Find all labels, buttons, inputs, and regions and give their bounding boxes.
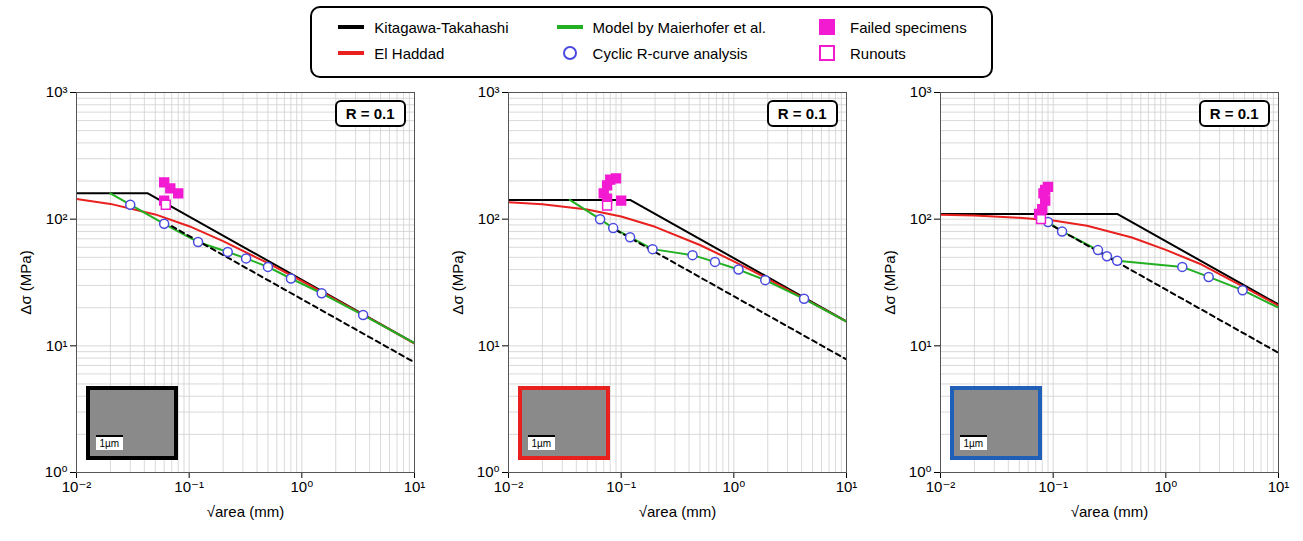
svg-text:10⁻²: 10⁻² xyxy=(493,478,523,495)
svg-text:10⁻²: 10⁻² xyxy=(925,478,955,495)
html-text:Cyclic R-curve analysis: Cyclic R-curve analysis xyxy=(592,44,748,62)
svg-text:10⁰: 10⁰ xyxy=(1154,478,1177,495)
svg-text:10⁰: 10⁰ xyxy=(476,463,499,481)
svg-text:10⁰: 10⁰ xyxy=(290,478,313,495)
html-text:R = 0.1: R = 0.1 xyxy=(1209,105,1259,122)
svg-text:10²: 10² xyxy=(477,210,499,227)
html-text:Failed specimens: Failed specimens xyxy=(850,18,967,36)
html-text:El Haddad: El Haddad xyxy=(374,44,445,62)
svg-text:√area (mm): √area (mm) xyxy=(1070,503,1147,520)
svg-text:10⁰: 10⁰ xyxy=(44,463,67,481)
svg-text:10¹: 10¹ xyxy=(909,337,931,354)
html-text:1µm: 1µm xyxy=(531,438,552,449)
svg-text:10³: 10³ xyxy=(45,83,67,100)
svg-text:10⁰: 10⁰ xyxy=(722,478,745,495)
svg-text:10³: 10³ xyxy=(909,83,931,100)
html-text:R = 0.1: R = 0.1 xyxy=(345,105,395,122)
html-text:R = 0.1: R = 0.1 xyxy=(777,105,827,122)
svg-text:√area (mm): √area (mm) xyxy=(638,503,715,520)
svg-text:Δσ (MPa): Δσ (MPa) xyxy=(449,250,466,314)
html-text:Runouts: Runouts xyxy=(850,44,906,62)
svg-text:√area (mm): √area (mm) xyxy=(206,503,283,520)
svg-text:10⁻²: 10⁻² xyxy=(61,478,91,495)
svg-text:10⁻¹: 10⁻¹ xyxy=(174,478,204,495)
html-text:1µm: 1µm xyxy=(99,438,120,449)
svg-text:Δσ (MPa): Δσ (MPa) xyxy=(881,250,898,314)
svg-text:10²: 10² xyxy=(45,210,67,227)
svg-text:10³: 10³ xyxy=(477,83,499,100)
html-text:Kitagawa-Takahashi: Kitagawa-Takahashi xyxy=(374,18,509,36)
svg-text:Δσ (MPa): Δσ (MPa) xyxy=(17,250,34,314)
svg-text:10¹: 10¹ xyxy=(45,337,67,354)
html-text:1µm: 1µm xyxy=(963,438,984,449)
svg-text:10¹: 10¹ xyxy=(477,337,499,354)
svg-text:10²: 10² xyxy=(909,210,931,227)
html-text:Model by Maierhofer et al.: Model by Maierhofer et al. xyxy=(592,18,766,36)
svg-text:10⁻¹: 10⁻¹ xyxy=(1038,478,1068,495)
svg-text:10¹: 10¹ xyxy=(403,478,425,495)
svg-text:10⁰: 10⁰ xyxy=(908,463,931,481)
svg-text:10¹: 10¹ xyxy=(1267,478,1289,495)
svg-text:10⁻¹: 10⁻¹ xyxy=(606,478,636,495)
svg-text:10¹: 10¹ xyxy=(835,478,857,495)
